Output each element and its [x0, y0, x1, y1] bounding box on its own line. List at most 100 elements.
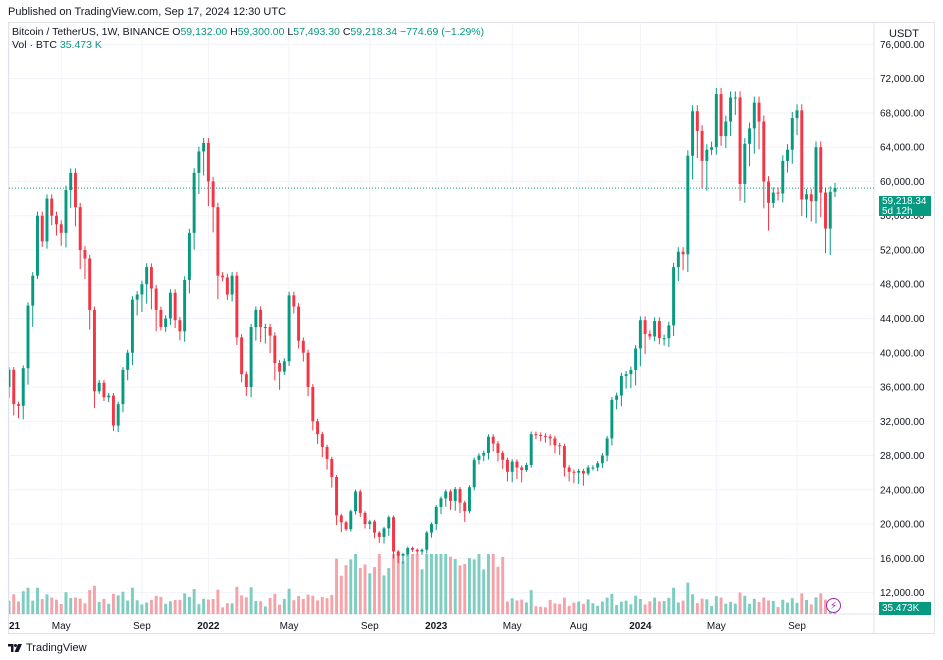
candle-body	[197, 151, 201, 173]
candle-body	[282, 361, 286, 372]
candle-body	[69, 172, 73, 191]
volume-bar	[116, 595, 120, 614]
candle-body	[420, 549, 424, 552]
volume-bar	[301, 598, 305, 614]
candle-body	[577, 470, 581, 473]
candle-body	[458, 488, 462, 503]
legend-change: −774.69 (−1.29%)	[400, 26, 485, 38]
candle-body	[354, 491, 358, 512]
volume-bar	[206, 599, 210, 614]
volume-bar	[88, 590, 92, 614]
volume-bar	[425, 554, 429, 614]
candle-body	[605, 438, 609, 456]
candle-body	[254, 309, 258, 328]
volume-bar	[634, 595, 638, 614]
volume-bar	[624, 600, 628, 614]
volume-bar	[292, 600, 296, 614]
candle-body	[344, 522, 348, 530]
candle-body	[140, 284, 144, 295]
volume-bar	[297, 596, 301, 614]
volume-bar	[102, 598, 106, 614]
chart-frame[interactable]: 76,000.00 72,000.00 68,000.00 64,000.00 60,0…	[8, 22, 935, 634]
candle-body	[534, 434, 538, 436]
volume-bar	[354, 554, 358, 614]
candle-body	[624, 374, 628, 376]
candle-body	[819, 147, 823, 193]
volume-bar	[377, 554, 381, 614]
volume-bar	[596, 605, 600, 614]
candle-body	[287, 295, 291, 362]
candle-body	[833, 188, 837, 192]
candle-body	[240, 337, 244, 375]
candle-body	[178, 320, 182, 332]
candle-body	[482, 452, 486, 456]
volume-bar	[695, 603, 699, 614]
volume-bar	[676, 602, 680, 614]
legend-high-value: 59,300.00	[237, 26, 285, 38]
currency-selector[interactable]: USDT	[889, 28, 919, 40]
volume-bar	[710, 605, 714, 614]
volume-bar	[387, 568, 391, 614]
candle-body	[700, 130, 704, 161]
candle-body	[164, 318, 168, 328]
candle-body	[767, 181, 771, 203]
candle-body	[524, 464, 528, 471]
candle-body	[278, 363, 282, 372]
candle-body	[73, 172, 77, 208]
candle-body	[130, 299, 134, 353]
volume-bar	[235, 586, 239, 614]
legend-low-label: L	[287, 26, 294, 38]
volume-bar	[767, 600, 771, 614]
candle-body	[520, 467, 524, 471]
volume-bar	[411, 554, 414, 614]
volume-bar	[539, 606, 543, 614]
candle-body	[102, 382, 106, 398]
candle-body	[387, 517, 391, 529]
volume-bar	[496, 566, 500, 614]
candle-body	[505, 459, 509, 472]
candle-body	[135, 294, 139, 300]
chart-svg[interactable]: 76,000.00 72,000.00 68,000.00 64,000.00 60,0…	[9, 23, 934, 633]
y-tick-label: 16,000.00	[880, 554, 925, 565]
candle-body	[244, 374, 248, 388]
footer-brand[interactable]: TradingView	[26, 642, 87, 654]
y-tick-label: 44,000.00	[880, 314, 925, 325]
candle-body	[824, 192, 827, 229]
volume-bar	[45, 594, 49, 614]
volume-bar	[752, 598, 756, 614]
candle-body	[301, 340, 305, 353]
volume-bar	[349, 559, 353, 614]
volume-bar	[406, 554, 410, 614]
volume-bar	[107, 603, 111, 614]
x-tick-label: 2023	[425, 621, 448, 632]
volume-bar	[373, 567, 377, 614]
volume-bar	[577, 601, 581, 614]
candle-body	[320, 434, 324, 447]
candle-body	[572, 471, 576, 473]
volume-bar	[135, 600, 139, 614]
volume-bar	[83, 603, 87, 614]
volume-bar	[339, 575, 343, 614]
candle-body	[814, 147, 818, 202]
volume-bar	[729, 601, 733, 614]
volume-bar	[558, 603, 562, 614]
volume-bar	[311, 595, 315, 614]
candle-body	[430, 524, 433, 533]
x-tick-label: Sep	[788, 621, 806, 632]
candle-body	[449, 491, 452, 501]
candle-body	[50, 198, 54, 216]
x-tick-label: May	[280, 621, 299, 632]
candle-body	[553, 438, 557, 446]
lightning-icon[interactable]: ⚡	[826, 598, 841, 613]
volume-bar	[572, 602, 576, 614]
volume-bar	[619, 601, 623, 614]
volume-bar	[510, 598, 514, 614]
candle-body	[216, 207, 220, 276]
volume-bar	[325, 598, 329, 614]
candle-body	[9, 369, 11, 388]
candle-body	[439, 498, 443, 507]
candle-body	[548, 436, 552, 439]
volume-bar	[97, 602, 101, 614]
candle-body	[600, 455, 604, 464]
candle-body	[235, 275, 239, 338]
